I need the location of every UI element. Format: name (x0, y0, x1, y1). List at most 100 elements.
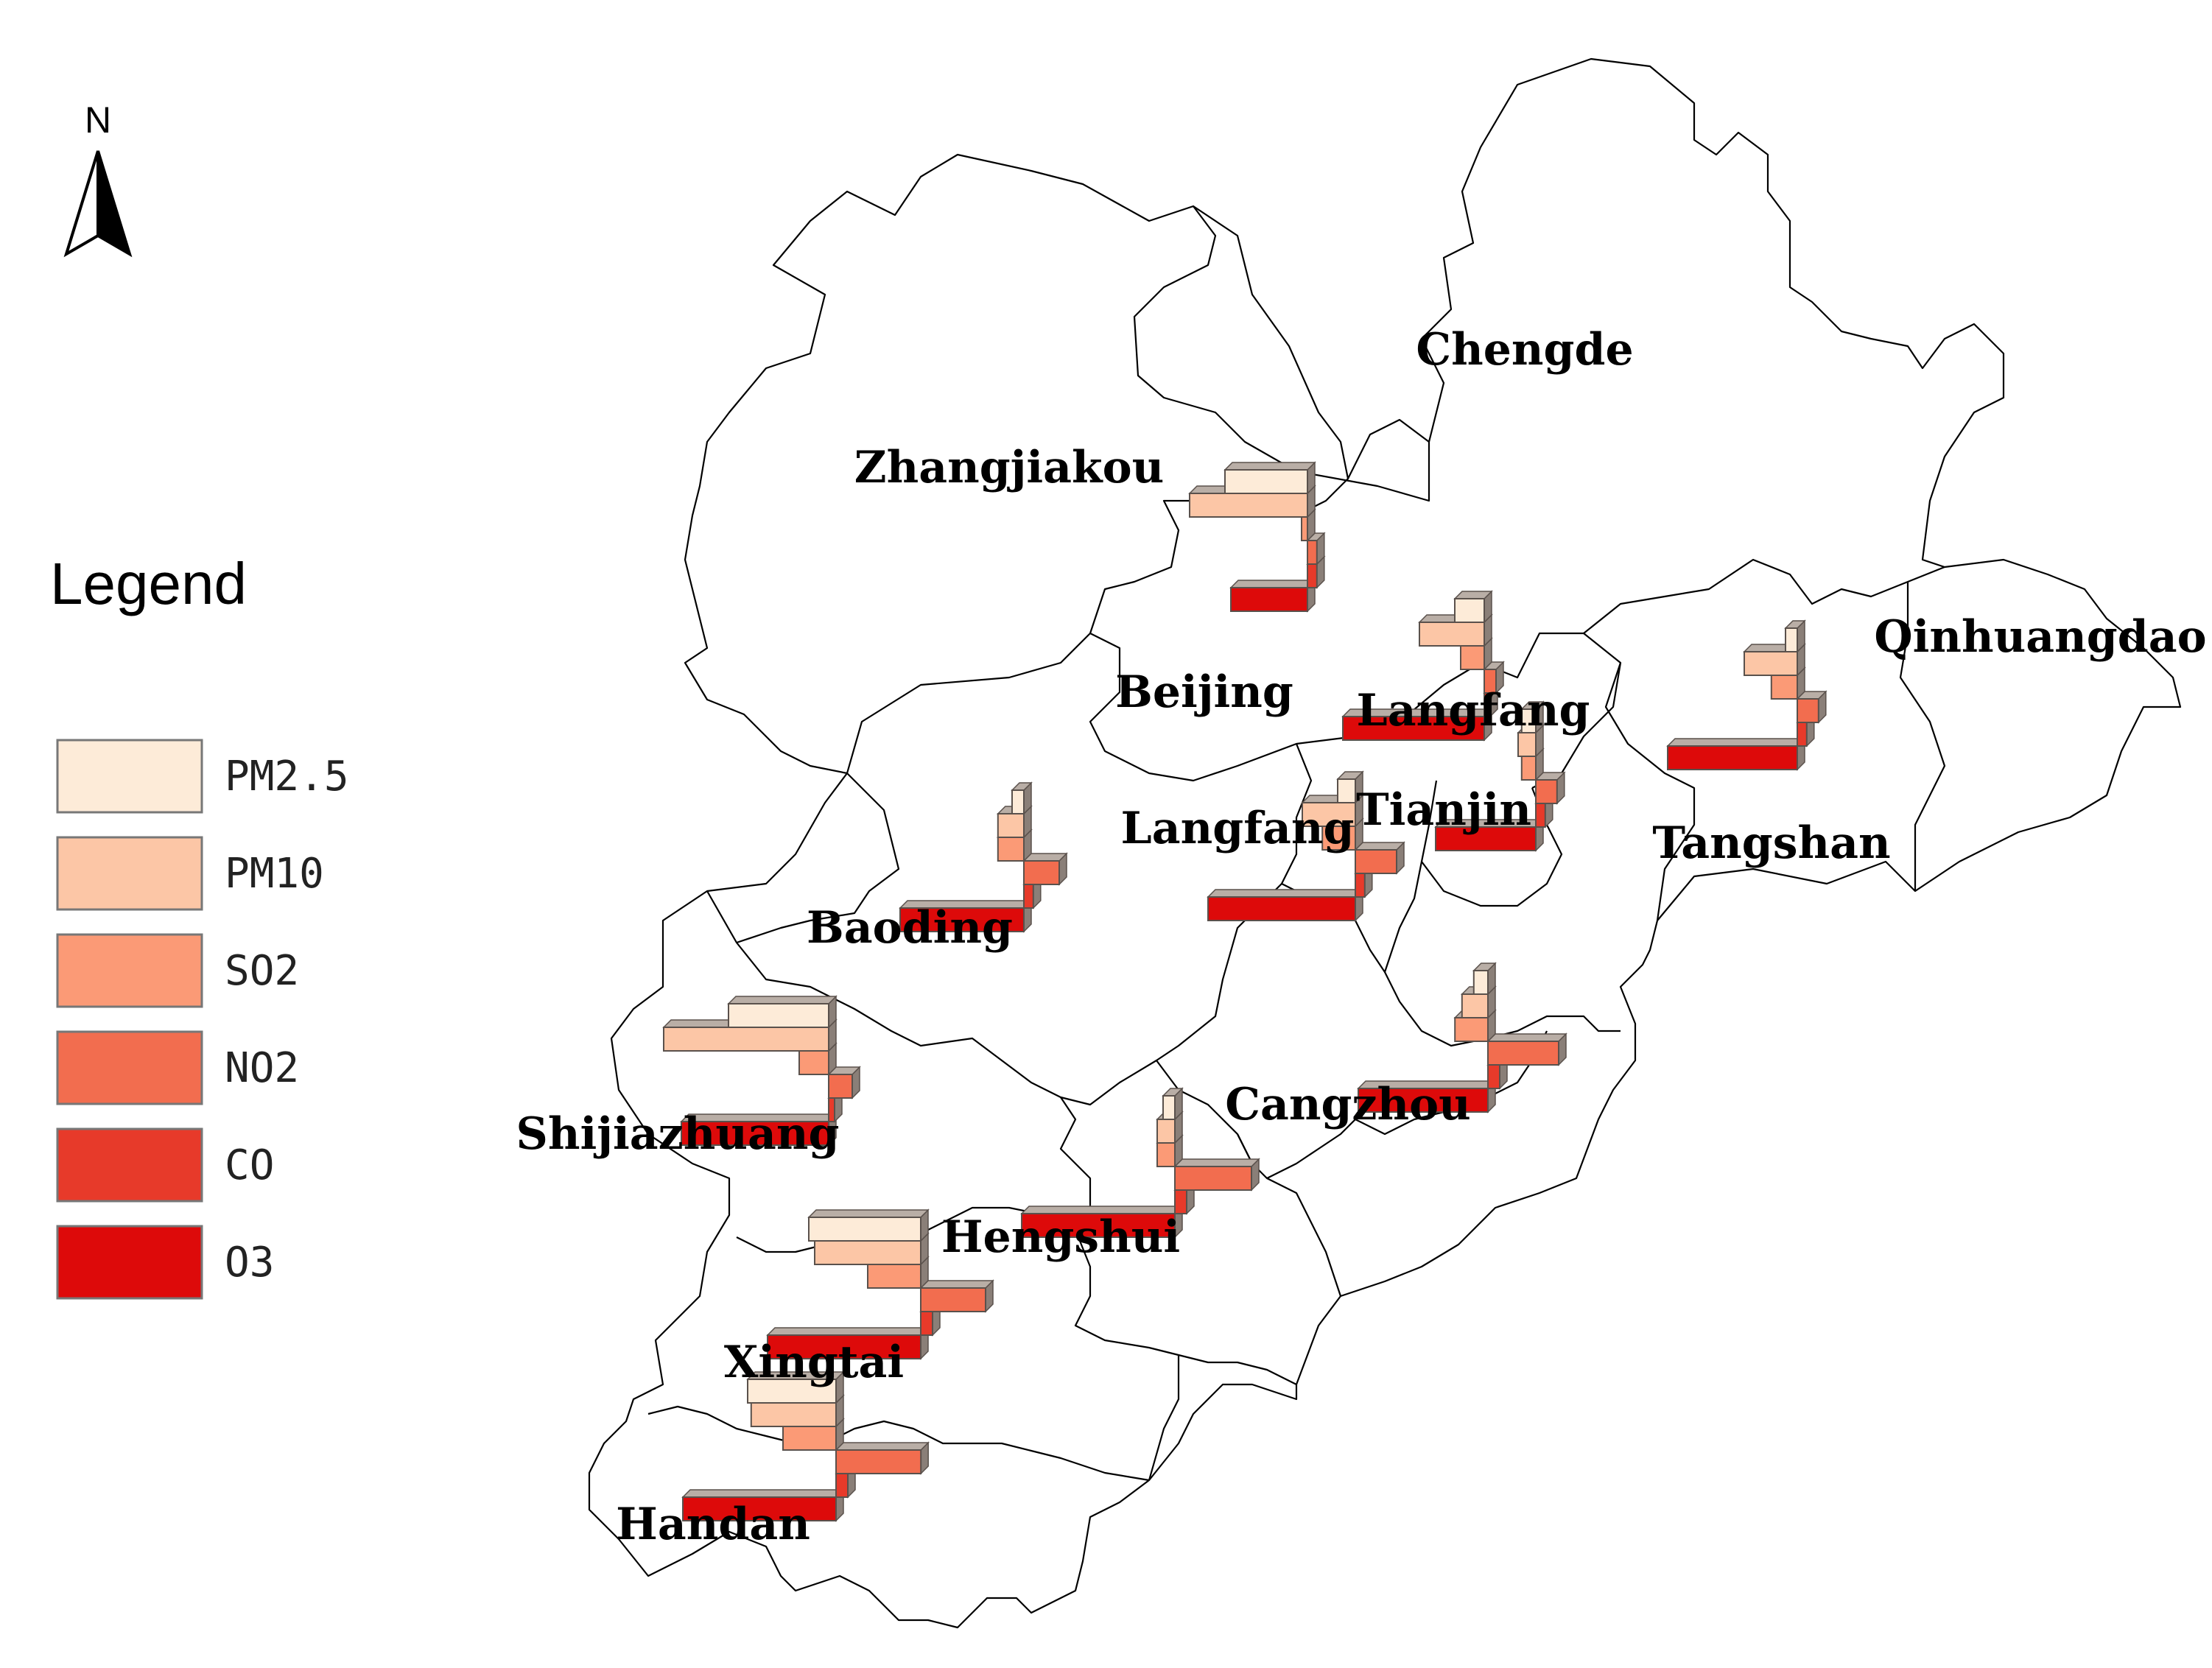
bar-co-beijing-3 (1307, 563, 1318, 588)
bar-pm10-langfang-4 (1419, 622, 1485, 647)
bar-pm10-baoding-8 (997, 813, 1025, 838)
chart-langfang-7 (1207, 770, 1405, 922)
chart-hengshui-11 (1020, 1087, 1260, 1239)
bar-so2-cangzhou-9 (1454, 1017, 1489, 1042)
bar-pm25-cangzhou-9 (1472, 970, 1489, 995)
bar-pm25-tangshan-5 (1785, 627, 1798, 652)
legend-label-pm25: PM2.5 (225, 753, 349, 800)
bar-pm25-xingtai-12 (808, 1217, 921, 1242)
bar-no2-langfang-4 (1484, 669, 1497, 694)
legend-title: Legend (50, 551, 247, 616)
bar-no2-cangzhou-9 (1487, 1041, 1559, 1066)
bar-no2-hengshui-11 (1174, 1166, 1252, 1191)
bar-pm10-langfang-7 (1302, 802, 1356, 827)
border-shijiazhuang-east (1059, 1097, 1297, 1385)
legend-label-o3: O3 (225, 1239, 274, 1287)
bar-o3-langfang-4 (1342, 716, 1485, 741)
chart-tianjin-6 (1434, 700, 1566, 852)
chart-handan-13 (681, 1370, 930, 1522)
legend-swatch-o3 (56, 1225, 203, 1300)
legend-label-no2: NO2 (225, 1044, 299, 1092)
region-label-chengde-1: Chengde (1416, 324, 1633, 376)
bar-o3-handan-13 (682, 1496, 837, 1521)
border-handan-north (647, 1405, 1150, 1482)
bar-pm25-beijing-3 (1224, 469, 1308, 494)
bar-pm25-langfang-7 (1337, 778, 1356, 803)
border-tianjin (1420, 780, 1563, 907)
bar-pm25-tianjin-6 (1520, 708, 1537, 733)
bar-so2-hengshui-11 (1156, 1142, 1176, 1167)
bar-co-tianjin-6 (1535, 803, 1546, 828)
region-label-langfang-7: Langfang (1121, 803, 1355, 854)
bar-so2-tianjin-6 (1520, 756, 1537, 781)
bar-no2-handan-13 (835, 1449, 922, 1474)
bar-pm25-handan-13 (747, 1379, 837, 1404)
legend: Legend PM2.5 PM10 SO2 NO2 CO O3 (50, 551, 349, 1300)
chart-beijing-3 (1188, 461, 1326, 613)
bar-co-hengshui-11 (1174, 1189, 1187, 1214)
chart-xingtai-12 (766, 1208, 994, 1360)
bar-o3-hengshui-11 (1021, 1213, 1176, 1238)
bar-o3-xingtai-12 (767, 1334, 921, 1359)
region-labels: Zhangjiakou Chengde Qinhuangdao Beijing Lang… (516, 324, 2207, 1550)
region-label-beijing-3: Beijing (1115, 666, 1293, 718)
bar-pm25-hengshui-11 (1162, 1095, 1176, 1120)
chart-langfang-4 (1341, 590, 1505, 742)
border-qinhuangdao-west (1899, 582, 1946, 891)
bar-so2-langfang-4 (1460, 645, 1485, 670)
region-label-hengshui-11: Hengshui (941, 1211, 1180, 1263)
north-arrow-icon: N (63, 99, 133, 258)
bar-pm25-baoding-8 (1011, 789, 1025, 814)
bar-no2-tianjin-6 (1535, 779, 1558, 804)
legend-swatch-no2 (56, 1030, 203, 1105)
bar-pm10-hengshui-11 (1156, 1119, 1176, 1144)
bar-o3-beijing-3 (1230, 587, 1308, 612)
bar-no2-baoding-8 (1023, 860, 1060, 885)
border-zhangjiakou-chengde (1193, 205, 1430, 480)
bar-o3-langfang-7 (1207, 896, 1356, 921)
chart-baoding-8 (899, 781, 1068, 933)
bar-o3-cangzhou-9 (1358, 1088, 1489, 1113)
legend-swatch-pm10 (56, 836, 203, 911)
bar-co-handan-13 (835, 1473, 849, 1498)
bar-no2-shijiazhuang-10 (828, 1074, 853, 1099)
region-label-baoding-8: Baoding (807, 902, 1013, 954)
legend-label-so2: SO2 (225, 947, 299, 995)
border-chengde-qinhuangdao (1583, 558, 1945, 634)
bar-pm10-tangshan-5 (1744, 651, 1798, 676)
bar-no2-tangshan-5 (1797, 698, 1819, 723)
bar-o3-shijiazhuang-10 (681, 1121, 829, 1146)
region-label-langfang-4: Langfang (1357, 685, 1590, 736)
bar-co-xingtai-12 (920, 1311, 933, 1336)
chart-tangshan-5 (1666, 619, 1827, 771)
bar-co-tangshan-5 (1797, 722, 1808, 747)
bar-o3-baoding-8 (899, 907, 1025, 932)
bar-pm10-cangzhou-9 (1461, 993, 1489, 1018)
border-baoding-south (706, 773, 1157, 1106)
bar-co-langfang-7 (1355, 873, 1366, 898)
region-label-zhangjiakou-0: Zhangjiakou (854, 442, 1164, 493)
chart-cangzhou-9 (1357, 962, 1567, 1113)
region-label-handan-13: Handan (616, 1499, 810, 1550)
chart-shijiazhuang-10 (662, 995, 861, 1147)
border-xingtai-east (1148, 1355, 1180, 1481)
bar-no2-xingtai-12 (920, 1287, 986, 1312)
legend-swatch-so2 (56, 933, 203, 1008)
bar-so2-beijing-3 (1301, 516, 1308, 541)
border-tangshan (1604, 662, 1696, 921)
bar-co-baoding-8 (1023, 884, 1034, 909)
region-label-xingtai-12: Xingtai (724, 1337, 904, 1388)
legend-swatch-co (56, 1127, 203, 1203)
bar-o3-tianjin-6 (1435, 826, 1537, 851)
north-letter: N (85, 99, 111, 141)
bar-no2-beijing-3 (1307, 540, 1318, 565)
bar-pm25-langfang-4 (1454, 598, 1485, 623)
bar-so2-xingtai-12 (867, 1264, 921, 1289)
legend-label-co: CO (225, 1141, 274, 1189)
region-label-tangshan-5: Tangshan (1652, 817, 1890, 869)
region-label-qinhuangdao-2: Qinhuangdao (1874, 611, 2206, 663)
region-label-cangzhou-9: Cangzhou (1225, 1079, 1471, 1130)
bar-pm10-shijiazhuang-10 (663, 1027, 829, 1052)
bar-so2-tangshan-5 (1770, 675, 1799, 700)
